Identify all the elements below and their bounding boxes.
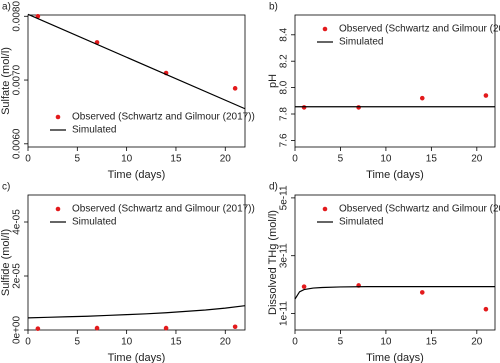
x-tick-label: 10 — [121, 337, 133, 348]
y-tick-label: 8.0 — [279, 80, 290, 94]
y-tick-label: 7.8 — [279, 107, 290, 121]
y-tick-label: 4e-05 — [12, 209, 23, 235]
x-tick-label: 20 — [220, 337, 232, 348]
y-tick-label: 2e-05 — [12, 263, 23, 289]
observed-point — [419, 95, 425, 101]
panel-label: b) — [269, 2, 278, 13]
x-tick-label: 10 — [121, 154, 133, 165]
x-tick-label: 10 — [380, 337, 392, 348]
observed-point — [232, 86, 238, 91]
x-tick-label: 20 — [220, 154, 232, 165]
x-tick-label: 20 — [471, 337, 483, 348]
y-tick-label: 8.4 — [279, 27, 290, 41]
observed-point — [483, 93, 489, 98]
legend-label: Simulated — [339, 37, 383, 48]
x-tick-label: 0 — [292, 154, 298, 165]
panel-label: d) — [269, 182, 278, 193]
observed-point — [35, 326, 41, 331]
y-tick-label: 1e-11 — [279, 301, 290, 326]
x-tick-label: 0 — [25, 337, 31, 348]
observed-point — [232, 324, 238, 330]
panel-label: a) — [2, 2, 11, 13]
y-tick-label: 3e-11 — [279, 243, 290, 268]
observed-point — [419, 290, 425, 295]
x-axis-label: Time (days) — [108, 169, 166, 181]
observed-point — [301, 284, 307, 289]
plot-frame — [294, 194, 496, 331]
x-tick-label: 15 — [170, 154, 182, 165]
y-tick-label: 0.0080 — [12, 1, 23, 32]
observed-point — [356, 105, 361, 110]
legend-point — [322, 206, 328, 212]
observed-point — [163, 325, 169, 331]
y-axis-label: Sulfate (mol/l) — [0, 47, 12, 115]
legend-label: Observed (Schwartz and Gilmour (2017)) — [72, 112, 255, 123]
y-tick-label: 0.0060 — [12, 128, 23, 159]
y-axis-label: Sulfide (mol/l) — [0, 229, 12, 296]
y-axis-label: Dissolved THg (mol/l) — [267, 210, 279, 315]
x-tick-label: 10 — [380, 154, 392, 165]
plot-frame — [27, 14, 246, 148]
x-tick-label: 5 — [338, 337, 344, 348]
x-tick-label: 20 — [471, 154, 483, 165]
panel-label: c) — [2, 182, 10, 193]
observed-point — [35, 13, 41, 19]
legend-point — [322, 26, 328, 32]
x-tick-label: 5 — [75, 337, 81, 348]
simulated-line — [27, 305, 246, 319]
x-axis-label: Time (days) — [366, 352, 424, 363]
observed-point — [94, 325, 100, 331]
simulated-line — [27, 13, 246, 110]
y-tick-label: 7.6 — [279, 133, 290, 147]
legend-label: Observed (Schwartz and Gilmour (2017)) — [339, 204, 500, 215]
x-tick-label: 0 — [292, 337, 298, 348]
y-axis-label: pH — [267, 74, 279, 88]
plot-frame — [27, 194, 246, 331]
legend-label: Simulated — [72, 217, 116, 228]
observed-point — [301, 105, 307, 110]
legend-label: Simulated — [339, 217, 383, 228]
x-tick-label: 15 — [426, 154, 438, 165]
y-tick-label: 8.2 — [279, 54, 290, 68]
x-axis-label: Time (days) — [366, 169, 424, 181]
y-tick-label: 5e-11 — [279, 185, 290, 210]
legend-label: Simulated — [72, 125, 116, 136]
observed-point — [483, 306, 489, 312]
simulated-line — [294, 286, 495, 300]
legend-label: Observed (Schwartz and Gilmour (2017)) — [339, 24, 500, 35]
x-tick-label: 0 — [25, 154, 31, 165]
legend-label: Observed (Schwartz and Gilmour (2017)) — [72, 204, 255, 215]
y-tick-label: 0.0070 — [12, 64, 23, 95]
x-tick-label: 15 — [426, 337, 438, 348]
y-tick-label: 0e+00 — [12, 316, 23, 345]
x-tick-label: 5 — [75, 154, 81, 165]
legend-point — [55, 206, 61, 212]
x-tick-label: 5 — [338, 154, 344, 165]
plot-frame — [294, 14, 496, 148]
legend-point — [55, 114, 61, 120]
x-axis-label: Time (days) — [108, 352, 166, 363]
x-tick-label: 15 — [170, 337, 182, 348]
